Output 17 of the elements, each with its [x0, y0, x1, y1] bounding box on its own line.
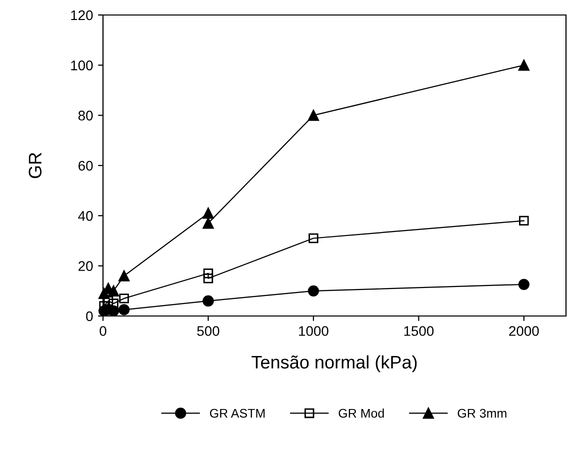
- legend-label: GR 3mm: [458, 408, 506, 418]
- x-tick-label: 0: [100, 326, 106, 336]
- y-tick-label: 100: [71, 60, 93, 70]
- y-tick-label: 60: [78, 160, 93, 171]
- x-tick-label: 500: [197, 326, 220, 336]
- legend-label: GR Mod: [338, 408, 384, 418]
- y-tick-label: 20: [78, 261, 93, 272]
- y-tick-label: 0: [86, 311, 93, 322]
- y-tick-label: 120: [71, 10, 93, 20]
- y-tick-label: 80: [78, 110, 93, 121]
- x-tick-label: 1500: [404, 326, 434, 336]
- y-tick-label: 40: [78, 211, 93, 221]
- y-axis-title: GR: [28, 152, 42, 178]
- x-axis-title: Tensão normal (kPa): [252, 355, 417, 372]
- legend-label: GR ASTM: [210, 408, 265, 418]
- x-tick-label: 1000: [299, 326, 328, 336]
- x-tick-label: 2000: [509, 326, 539, 336]
